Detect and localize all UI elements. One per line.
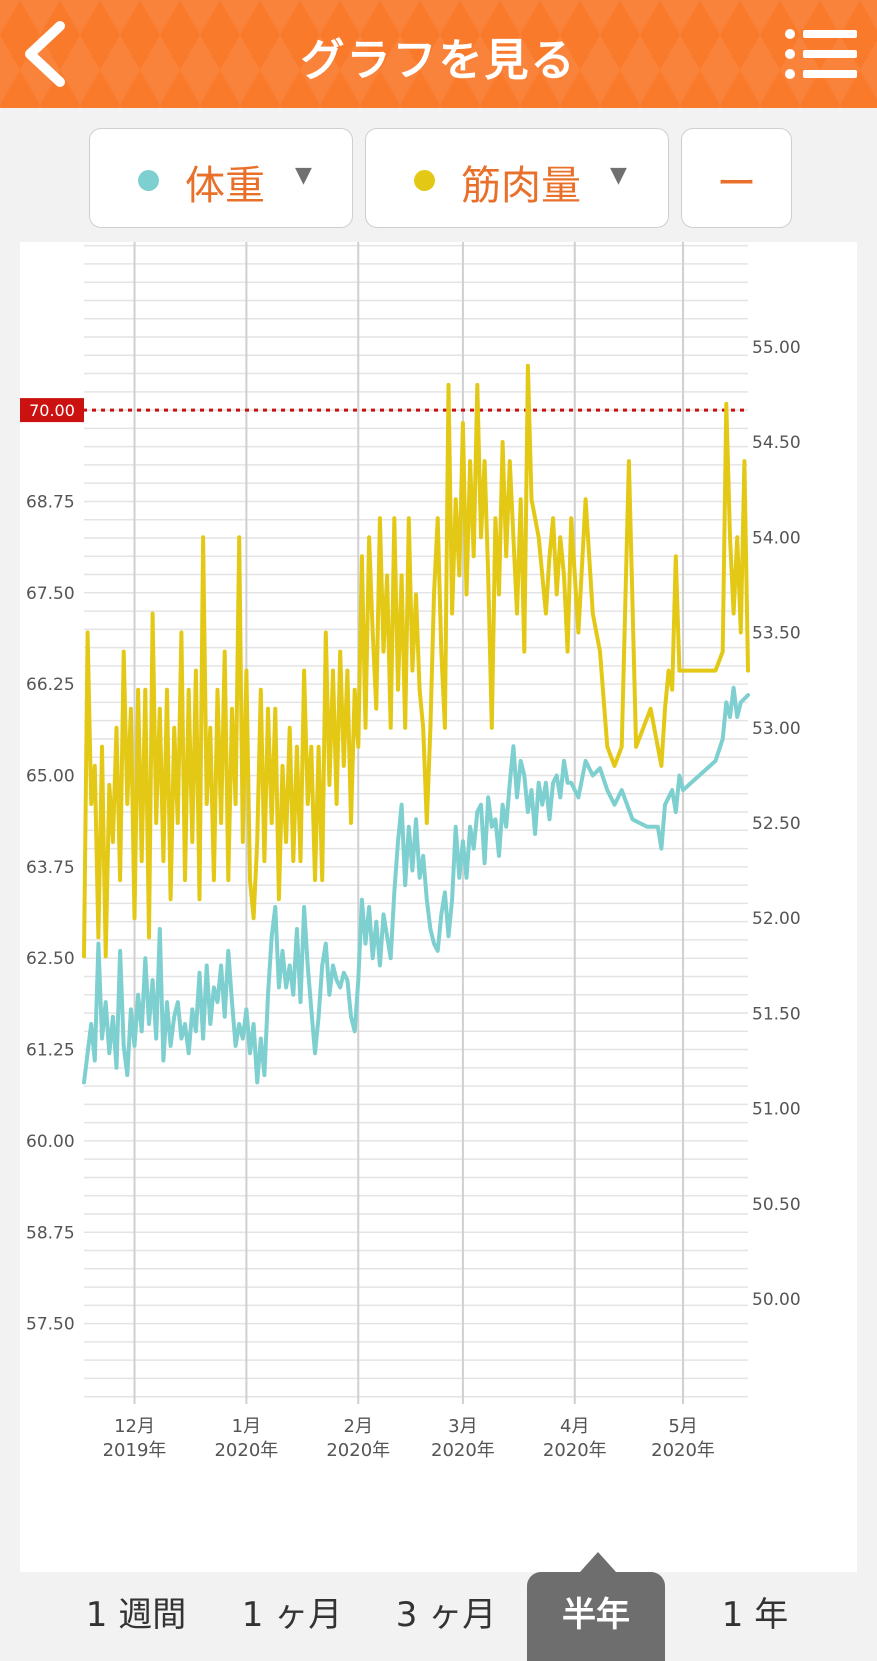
right-axis-tick-label: 50.00: [752, 1290, 801, 1310]
x-axis-year-label: 2020年: [431, 1440, 495, 1461]
tab-3-months[interactable]: 3 ヶ月: [395, 1595, 497, 1635]
third-metric-label: ー: [716, 161, 757, 207]
x-axis-year-label: 2019年: [103, 1440, 167, 1461]
chart-panel: 57.50 58.75 60.00 61.25 62.50 63.75 65.00 66.25…: [20, 242, 857, 1572]
list-menu-icon[interactable]: [785, 26, 859, 82]
right-axis-tick-label: 53.00: [752, 719, 801, 739]
target-label: 70.00: [29, 401, 75, 420]
left-axis-tick-label: 66.25: [26, 675, 75, 695]
x-axis-month-label: 4月: [560, 1416, 589, 1437]
tab-half-year[interactable]: 半年: [562, 1595, 630, 1635]
left-axis-tick-label: 60.00: [26, 1132, 75, 1152]
right-axis-tick-label: 50.50: [752, 1195, 801, 1215]
x-axis-year-label: 2020年: [326, 1440, 390, 1461]
muscle-legend-dot: [414, 170, 435, 191]
right-axis-tick-label: 52.50: [752, 814, 801, 834]
right-axis-tick-label: 53.50: [752, 624, 801, 644]
app-header: グラフを見る: [0, 0, 877, 108]
right-axis-tick-label: 55.00: [752, 338, 801, 358]
range-tab-bar: 1 週間 1 ヶ月 3 ヶ月 半年 1 年: [0, 1552, 877, 1661]
x-axis-year-label: 2020年: [651, 1440, 715, 1461]
chevron-left-icon[interactable]: [16, 18, 76, 90]
left-axis-tick-label: 58.75: [26, 1223, 75, 1243]
x-axis-month-label: 1月: [232, 1416, 261, 1437]
tab-1-month[interactable]: 1 ヶ月: [241, 1595, 343, 1635]
range-active-highlight: [527, 1572, 665, 1661]
caret-down-icon: ▼: [610, 163, 627, 188]
secondary-metric-label: 筋肉量: [461, 163, 581, 209]
x-axis-month-label: 2月: [344, 1416, 373, 1437]
tab-1-week[interactable]: 1 週間: [85, 1595, 187, 1635]
x-axis-month-label: 5月: [668, 1416, 697, 1437]
right-axis-tick-label: 52.00: [752, 909, 801, 929]
tab-1-year[interactable]: 1 年: [721, 1595, 789, 1635]
left-axis-tick-label: 62.50: [26, 949, 75, 969]
left-axis-tick-label: 61.25: [26, 1041, 75, 1061]
right-axis-tick-label: 54.00: [752, 528, 801, 548]
weight-muscle-chart: 57.50 58.75 60.00 61.25 62.50 63.75 65.00 66.25…: [20, 242, 801, 1461]
left-axis-tick-label: 63.75: [26, 858, 75, 878]
x-axis-year-label: 2020年: [214, 1440, 278, 1461]
muscle-series-line: [82, 363, 750, 959]
secondary-metric-dropdown[interactable]: 筋肉量 ▼: [365, 128, 669, 228]
x-axis-month-label: 12月: [114, 1416, 155, 1437]
third-metric-button[interactable]: ー: [681, 128, 792, 228]
x-axis-month-label: 3月: [448, 1416, 477, 1437]
primary-metric-dropdown[interactable]: 体重 ▼: [89, 128, 353, 228]
range-pointer-icon: [580, 1552, 616, 1572]
weight-series-line: [82, 685, 750, 1085]
left-axis-tick-label: 65.00: [26, 766, 75, 786]
primary-metric-label: 体重: [185, 163, 265, 209]
metric-selector-row: 体重 ▼ 筋肉量 ▼ ー: [0, 108, 877, 242]
right-axis-tick-label: 51.00: [752, 1100, 801, 1120]
right-axis-tick-label: 54.50: [752, 433, 801, 453]
left-axis-tick-label: 68.75: [26, 492, 75, 512]
caret-down-icon: ▼: [295, 163, 312, 188]
x-axis-year-label: 2020年: [543, 1440, 607, 1461]
weight-legend-dot: [138, 170, 159, 191]
left-axis-tick-label: 67.50: [26, 584, 75, 604]
left-axis-tick-label: 57.50: [26, 1315, 75, 1335]
page-title: グラフを見る: [300, 35, 577, 86]
right-axis-tick-label: 51.50: [752, 1004, 801, 1024]
target-label-badge: [20, 398, 84, 423]
